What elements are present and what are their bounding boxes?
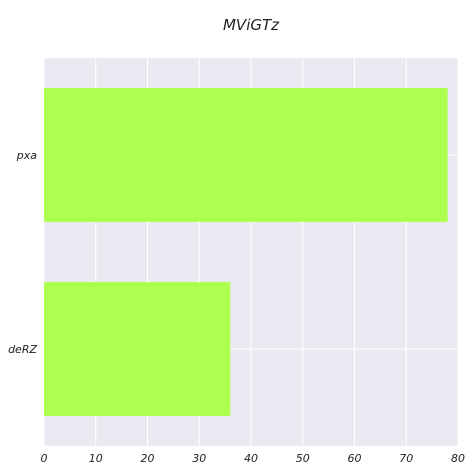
x-tick-label: 40 bbox=[244, 452, 258, 465]
bar-pxa bbox=[44, 88, 448, 222]
x-tick-label: 0 bbox=[41, 452, 48, 465]
x-tick-label: 70 bbox=[399, 452, 413, 465]
y-tick-label: deRZ bbox=[8, 343, 37, 356]
x-tick-label: 30 bbox=[192, 452, 206, 465]
y-axis-ticks: pxa deRZ bbox=[8, 149, 37, 356]
x-tick-label: 10 bbox=[89, 452, 103, 465]
x-axis-ticks: 0 10 20 30 40 50 60 70 80 bbox=[41, 452, 466, 465]
x-tick-label: 20 bbox=[141, 452, 155, 465]
bar-deRZ bbox=[44, 282, 231, 416]
x-tick-label: 50 bbox=[296, 452, 310, 465]
x-tick-label: 60 bbox=[348, 452, 362, 465]
chart-title: MViGTz bbox=[223, 16, 280, 34]
x-tick-label: 80 bbox=[451, 452, 465, 465]
bars bbox=[44, 88, 448, 416]
y-tick-label: pxa bbox=[16, 149, 37, 162]
